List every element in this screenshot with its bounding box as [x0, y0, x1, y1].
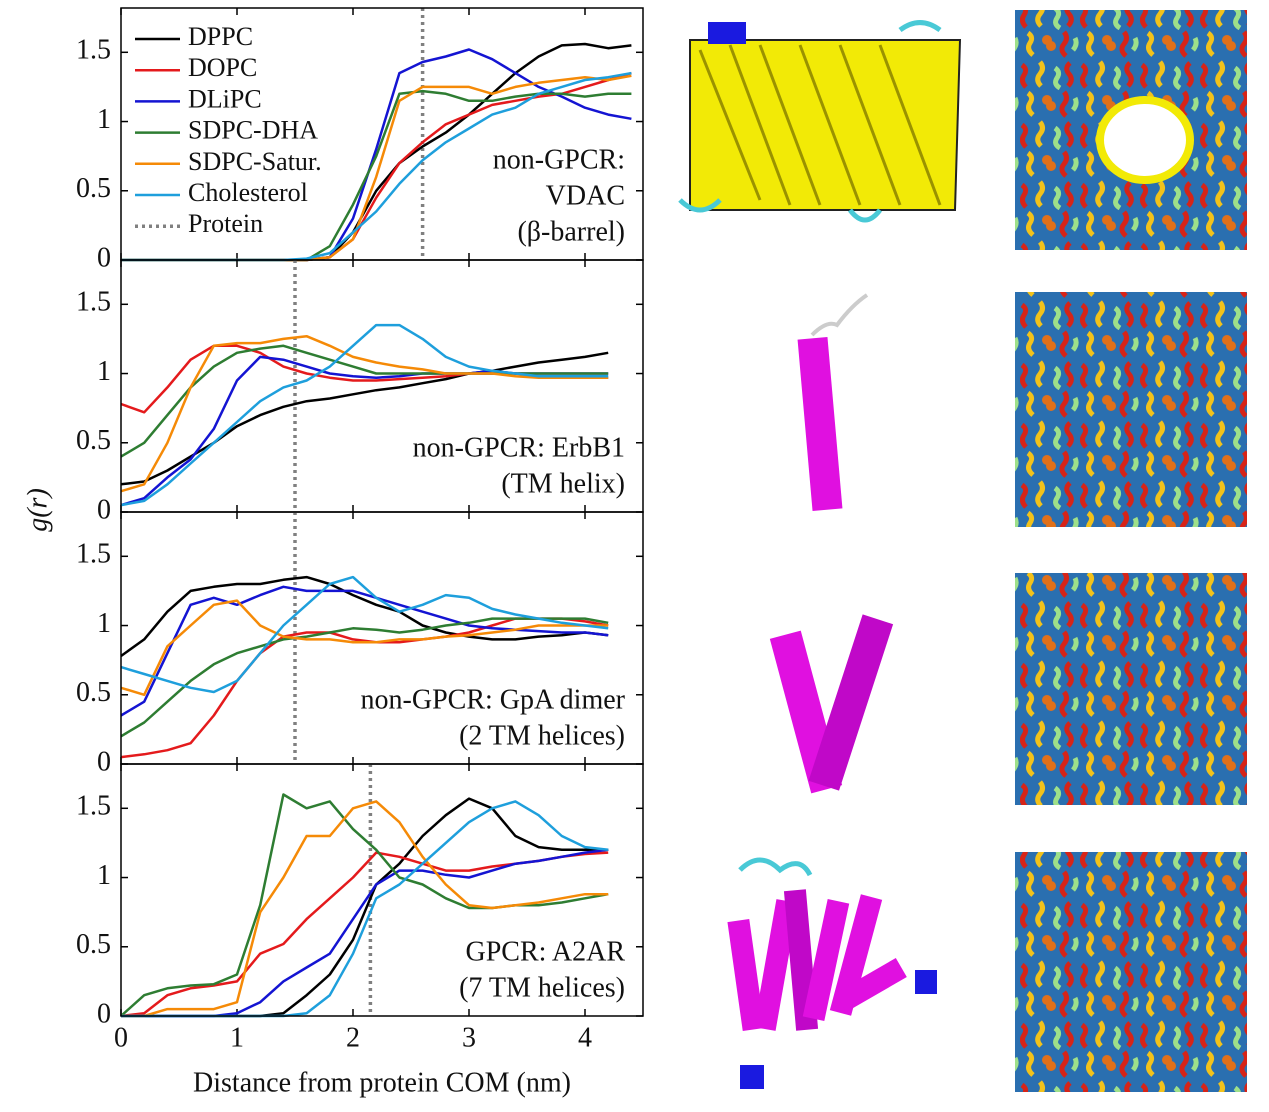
y-axis-label: g(r)	[22, 488, 53, 532]
series-line	[120, 793, 609, 1017]
y-tick-label: 1.5	[76, 539, 111, 570]
y-tick-label: 0.5	[76, 677, 111, 708]
legend-label: Protein	[188, 209, 263, 238]
series-line	[120, 585, 609, 717]
panel: 0 0.5 1 1.5 0 1 2 3 4 GPCR: A2AR (7 TM helices)	[76, 763, 644, 1053]
annotation: (TM helix)	[501, 468, 625, 499]
series-line	[120, 351, 609, 486]
y-tick-label: 0	[97, 494, 111, 525]
legend-label: DLiPC	[188, 84, 262, 113]
annotation: VDAC	[546, 180, 625, 211]
y-tick-label: 1.5	[76, 791, 111, 822]
y-tick-label: 0	[97, 746, 111, 777]
panel: 0 0.5 1 1.5 non-GPCR: ErbB1 (TM helix)	[76, 259, 644, 525]
y-tick-label: 1	[97, 860, 111, 891]
y-tick-label: 1.5	[76, 35, 111, 66]
illustrations	[678, 10, 1247, 1092]
annotation: non-GPCR:	[493, 144, 625, 175]
x-tick-label: 2	[346, 1022, 360, 1053]
membrane	[1015, 292, 1247, 527]
legend-label: DOPC	[188, 53, 257, 82]
series-line	[120, 344, 609, 458]
series-line	[120, 617, 609, 738]
x-tick-label: 1	[230, 1022, 244, 1053]
annotation: (β-barrel)	[517, 216, 625, 247]
series-line	[120, 334, 609, 493]
x-tick-label: 4	[578, 1022, 592, 1053]
annotation: non-GPCR: ErbB1	[413, 432, 625, 463]
y-tick-label: 0	[97, 998, 111, 1029]
series-line	[120, 323, 609, 507]
gpa-helices	[769, 614, 894, 794]
x-axis-label: Distance from protein COM (nm)	[193, 1067, 571, 1098]
y-tick-label: 0.5	[76, 173, 111, 204]
annotation: (7 TM helices)	[459, 972, 625, 1003]
x-tick-label: 0	[114, 1022, 128, 1053]
erbb1-helix	[797, 293, 869, 511]
vdac-barrel	[678, 20, 962, 223]
series-line	[120, 575, 609, 694]
y-tick-label: 1	[97, 104, 111, 135]
x-tick-label: 3	[462, 1022, 476, 1053]
series-line	[120, 575, 609, 658]
annotation: (2 TM helices)	[459, 720, 625, 751]
plot-frame	[120, 763, 644, 1017]
panel: 0 0.5 1 1.5 non-GPCR: VDAC (β-barrel) DPPCDOPCD…	[76, 7, 644, 273]
series-line	[121, 800, 609, 1018]
y-tick-label: 1	[97, 608, 111, 639]
membrane	[1015, 852, 1247, 1092]
legend-label: Cholesterol	[188, 178, 308, 207]
y-tick-label: 1.5	[76, 287, 111, 318]
legend-label: SDPC-DHA	[188, 116, 318, 145]
y-tick-label: 0	[97, 242, 111, 273]
y-tick-label: 0.5	[76, 425, 111, 456]
membrane	[1015, 573, 1247, 805]
series-line	[120, 599, 609, 697]
barrel-top	[1096, 96, 1194, 184]
legend-label: DPPC	[188, 22, 253, 51]
y-tick-label: 0.5	[76, 929, 111, 960]
annotation: GPCR: A2AR	[466, 936, 626, 967]
annotation: non-GPCR: GpA dimer	[361, 684, 626, 715]
a2ar-helices	[727, 857, 937, 1089]
panel: 0 0.5 1 1.5 non-GPCR: GpA dimer (2 TM helices…	[76, 511, 644, 777]
legend-label: SDPC-Satur.	[188, 147, 322, 176]
y-tick-label: 1	[97, 356, 111, 387]
